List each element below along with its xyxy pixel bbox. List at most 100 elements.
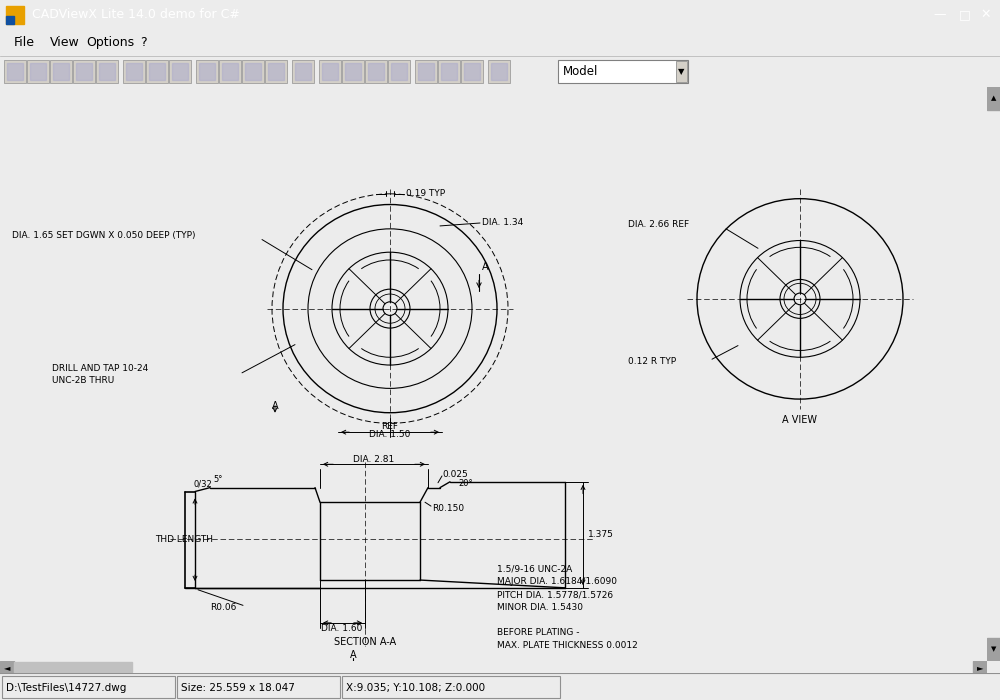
Text: ✕: ✕ <box>981 8 991 21</box>
FancyBboxPatch shape <box>146 60 168 83</box>
Bar <box>558 60 688 83</box>
FancyBboxPatch shape <box>461 60 483 83</box>
Text: R0.06: R0.06 <box>210 603 236 612</box>
Bar <box>987 87 1000 110</box>
FancyBboxPatch shape <box>196 60 218 83</box>
Bar <box>149 63 165 80</box>
FancyBboxPatch shape <box>488 60 510 83</box>
Bar <box>6 6 24 24</box>
Bar <box>464 63 480 80</box>
Text: Options: Options <box>86 36 134 49</box>
Text: DIA. 2.66 REF: DIA. 2.66 REF <box>628 220 689 230</box>
Bar <box>491 63 507 80</box>
Bar <box>418 63 434 80</box>
Text: DIA. 1.65 SET DGWN X 0.050 DEEP (TYP): DIA. 1.65 SET DGWN X 0.050 DEEP (TYP) <box>12 231 196 240</box>
FancyBboxPatch shape <box>50 60 72 83</box>
FancyBboxPatch shape <box>96 60 118 83</box>
Bar <box>0 661 14 673</box>
Bar <box>76 63 92 80</box>
Text: BEFORE PLATING -: BEFORE PLATING - <box>497 628 580 637</box>
Text: A: A <box>482 262 489 272</box>
Text: UNC-2B THRU: UNC-2B THRU <box>52 376 114 385</box>
FancyBboxPatch shape <box>123 60 145 83</box>
FancyBboxPatch shape <box>73 60 95 83</box>
FancyBboxPatch shape <box>242 60 264 83</box>
Bar <box>245 63 261 80</box>
FancyBboxPatch shape <box>219 60 241 83</box>
FancyBboxPatch shape <box>4 60 26 83</box>
Bar <box>172 63 188 80</box>
Text: Model: Model <box>563 65 598 78</box>
Text: 20°: 20° <box>458 480 473 488</box>
Text: ?: ? <box>140 36 147 49</box>
Text: SECTION A-A: SECTION A-A <box>334 637 396 648</box>
Text: CADViewX Lite 14.0 demo for C#: CADViewX Lite 14.0 demo for C# <box>32 8 240 21</box>
Text: ▼: ▼ <box>678 67 684 76</box>
Bar <box>199 63 215 80</box>
Text: View: View <box>50 36 80 49</box>
FancyBboxPatch shape <box>342 60 364 83</box>
Text: THD LENGTH: THD LENGTH <box>155 535 213 544</box>
Bar <box>53 63 69 80</box>
Text: 5°: 5° <box>213 475 222 484</box>
FancyBboxPatch shape <box>319 60 341 83</box>
Bar <box>676 61 687 82</box>
Text: MINOR DIA. 1.5430: MINOR DIA. 1.5430 <box>497 603 583 612</box>
Bar <box>177 676 340 698</box>
Text: A VIEW: A VIEW <box>782 414 818 424</box>
FancyBboxPatch shape <box>292 60 314 83</box>
Text: 1.5/9-16 UNC-2A: 1.5/9-16 UNC-2A <box>497 565 572 574</box>
Text: R0.150: R0.150 <box>432 503 464 512</box>
Bar <box>7 63 23 80</box>
Text: DRILL AND TAP 10-24: DRILL AND TAP 10-24 <box>52 365 148 373</box>
Text: DIA. 1.60: DIA. 1.60 <box>321 624 363 634</box>
Bar <box>368 63 384 80</box>
Text: D:\TestFiles\14727.dwg: D:\TestFiles\14727.dwg <box>6 682 126 693</box>
FancyBboxPatch shape <box>265 60 287 83</box>
Text: 0.19 TYP: 0.19 TYP <box>406 189 445 198</box>
Bar <box>342 676 560 698</box>
Bar <box>6 15 14 24</box>
FancyBboxPatch shape <box>365 60 387 83</box>
Bar <box>441 63 457 80</box>
Text: ►: ► <box>977 663 983 671</box>
Text: ▲: ▲ <box>991 95 996 101</box>
Text: A: A <box>350 650 357 660</box>
FancyBboxPatch shape <box>27 60 49 83</box>
Text: DIA. 2.81: DIA. 2.81 <box>353 455 395 464</box>
Text: Size: 25.559 x 18.047: Size: 25.559 x 18.047 <box>181 682 295 693</box>
Bar <box>268 63 284 80</box>
FancyBboxPatch shape <box>169 60 191 83</box>
Text: 1.375: 1.375 <box>588 530 614 539</box>
Text: ▼: ▼ <box>991 646 996 652</box>
Text: File: File <box>14 36 35 49</box>
Text: REF: REF <box>382 422 398 430</box>
Text: A: A <box>272 401 279 411</box>
Bar <box>973 661 987 673</box>
Bar <box>345 63 361 80</box>
Text: 0.12 R TYP: 0.12 R TYP <box>628 357 676 365</box>
FancyBboxPatch shape <box>438 60 460 83</box>
Bar <box>30 63 46 80</box>
FancyBboxPatch shape <box>388 60 410 83</box>
Text: □: □ <box>959 8 971 21</box>
Text: MAX. PLATE THICKNESS 0.0012: MAX. PLATE THICKNESS 0.0012 <box>497 640 638 650</box>
Text: X:9.035; Y:10.108; Z:0.000: X:9.035; Y:10.108; Z:0.000 <box>346 682 485 693</box>
Bar <box>295 63 311 80</box>
Bar <box>987 638 1000 661</box>
Bar <box>14 662 132 672</box>
Bar <box>322 63 338 80</box>
Text: 0/32: 0/32 <box>193 480 212 488</box>
Bar <box>222 63 238 80</box>
FancyBboxPatch shape <box>415 60 437 83</box>
Bar <box>391 63 407 80</box>
Text: 0.025: 0.025 <box>442 470 468 479</box>
Text: DIA. 1.34: DIA. 1.34 <box>482 218 523 227</box>
Bar <box>126 63 142 80</box>
Text: —: — <box>934 8 946 21</box>
Bar <box>2 676 175 698</box>
Text: PITCH DIA. 1.5778/1.5726: PITCH DIA. 1.5778/1.5726 <box>497 590 613 599</box>
Bar <box>99 63 115 80</box>
Text: MAJOR DIA. 1.6184/1.6090: MAJOR DIA. 1.6184/1.6090 <box>497 578 617 587</box>
Text: DIA. 1.50: DIA. 1.50 <box>369 430 411 439</box>
